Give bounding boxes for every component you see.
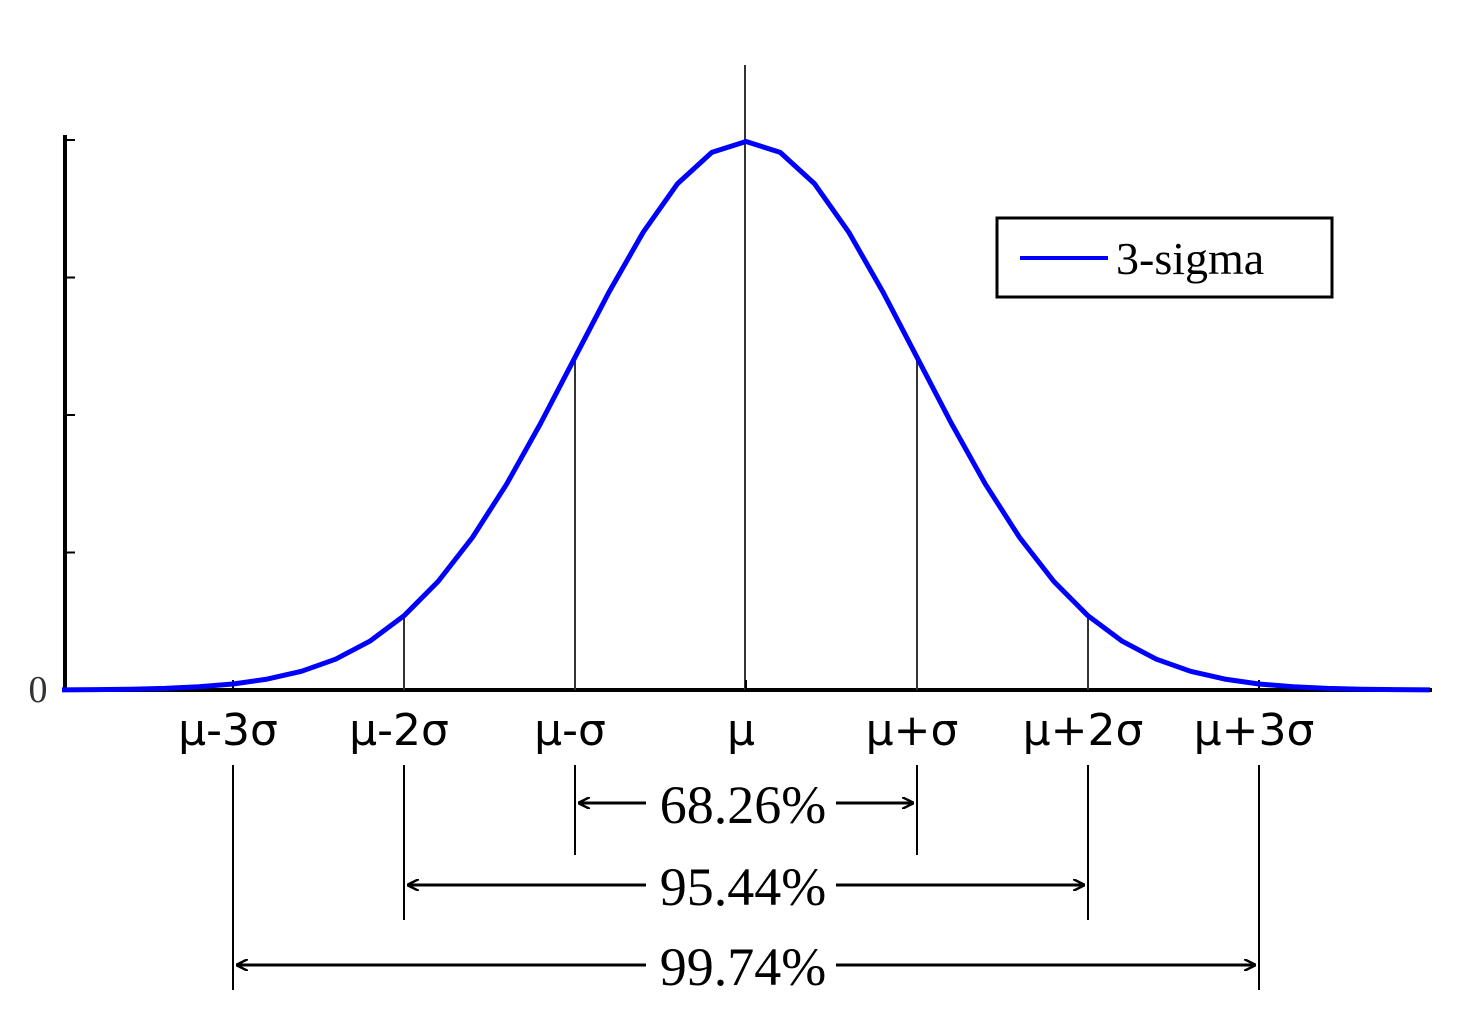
x-tick-label: μ+2σ	[1023, 705, 1144, 756]
annotation-bg	[646, 861, 836, 909]
x-tick-label: μ+σ	[866, 705, 959, 756]
curve	[61, 139, 1431, 693]
x-tick-label: μ-3σ	[178, 705, 278, 756]
annotation-bg	[646, 941, 836, 989]
x-tick-label: μ-2σ	[349, 705, 449, 756]
legend-label: 3-sigma	[1116, 233, 1264, 284]
annotation-label: 95.44%	[660, 857, 826, 917]
x-tick-label: μ-σ	[534, 705, 606, 756]
x-tick-label: μ	[727, 705, 755, 756]
annotation-label: 99.74%	[660, 937, 826, 997]
x-tick-label: μ+3σ	[1194, 705, 1315, 756]
annotation-label: 68.26%	[660, 775, 826, 835]
annotation-bg	[646, 779, 836, 827]
y-tick-label: 0	[29, 669, 48, 711]
